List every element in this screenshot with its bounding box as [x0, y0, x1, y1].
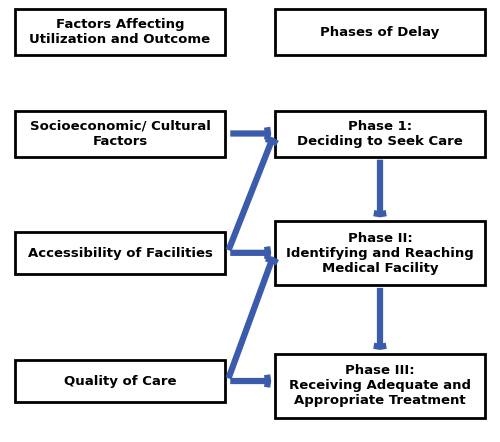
Text: Quality of Care: Quality of Care [64, 375, 176, 388]
FancyArrowPatch shape [228, 259, 278, 378]
FancyArrowPatch shape [374, 160, 386, 214]
Text: Phase II:
Identifying and Reaching
Medical Facility: Phase II: Identifying and Reaching Medic… [286, 232, 474, 274]
Text: Factors Affecting
Utilization and Outcome: Factors Affecting Utilization and Outcom… [30, 18, 210, 46]
FancyArrowPatch shape [230, 127, 268, 140]
Text: Phase 1:
Deciding to Seek Care: Phase 1: Deciding to Seek Care [297, 120, 463, 148]
Text: Phases of Delay: Phases of Delay [320, 26, 440, 38]
FancyBboxPatch shape [15, 110, 225, 157]
Text: Accessibility of Facilities: Accessibility of Facilities [28, 247, 212, 259]
FancyBboxPatch shape [275, 110, 485, 157]
FancyBboxPatch shape [15, 360, 225, 402]
Text: Phase III:
Receiving Adequate and
Appropriate Treatment: Phase III: Receiving Adequate and Approp… [289, 364, 471, 407]
Text: Socioeconomic/ Cultural
Factors: Socioeconomic/ Cultural Factors [30, 120, 210, 148]
FancyBboxPatch shape [275, 9, 485, 55]
FancyBboxPatch shape [15, 9, 225, 55]
FancyArrowPatch shape [228, 139, 278, 250]
FancyArrowPatch shape [374, 288, 386, 347]
FancyArrowPatch shape [230, 247, 268, 259]
FancyBboxPatch shape [275, 221, 485, 285]
FancyBboxPatch shape [15, 232, 225, 274]
FancyArrowPatch shape [230, 375, 268, 387]
FancyBboxPatch shape [275, 354, 485, 418]
